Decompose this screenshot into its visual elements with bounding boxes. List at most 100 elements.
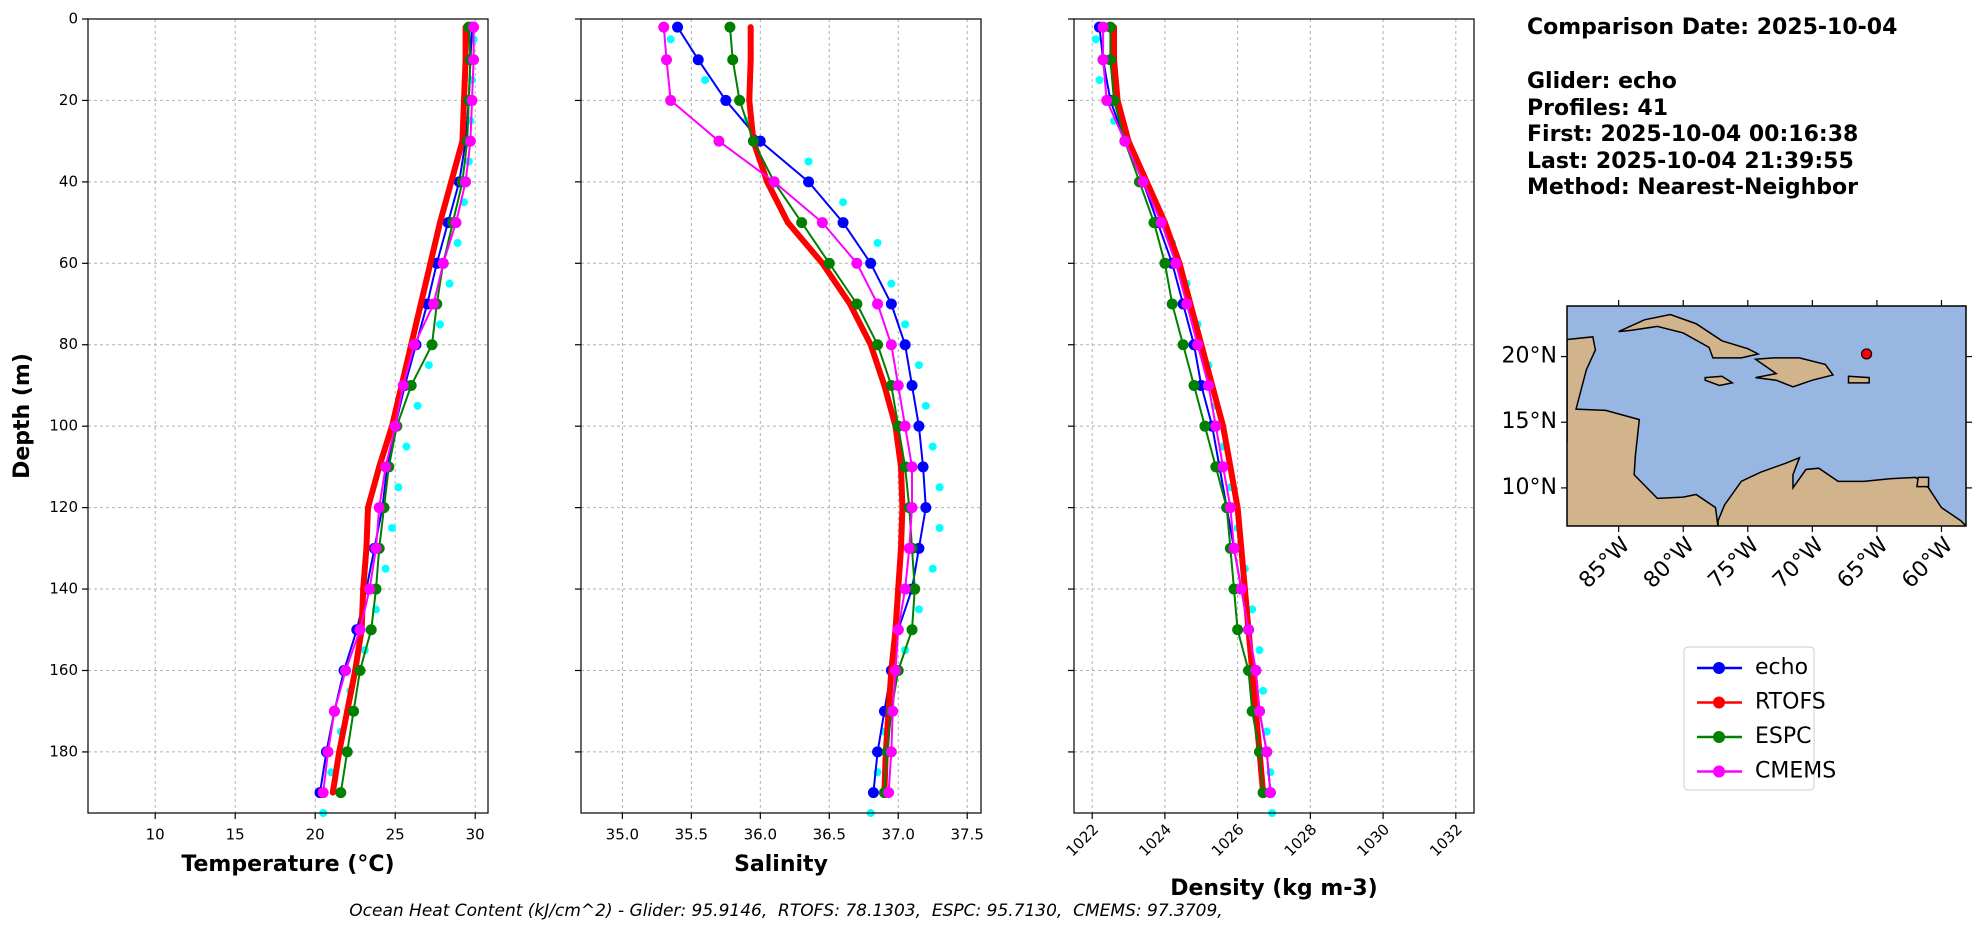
profile-marker	[885, 339, 897, 351]
profile-marker	[883, 787, 895, 799]
profile-marker	[796, 217, 808, 229]
profile-line	[339, 27, 472, 793]
legend-label: RTOFS	[1755, 690, 1826, 715]
profile-marker	[466, 94, 478, 106]
profile-marker	[889, 664, 901, 676]
legend-box	[1683, 646, 1815, 791]
x-tick-label: 75°W	[1704, 533, 1765, 594]
profile-marker	[365, 624, 377, 636]
axes-frame	[580, 18, 982, 814]
profile-marker	[734, 94, 746, 106]
x-tick-label: 60°W	[1897, 533, 1958, 594]
profile-marker	[389, 420, 401, 432]
profile-marker	[747, 24, 754, 31]
profile-marker	[448, 178, 455, 185]
info-line: Method: Nearest-Neighbor	[1527, 175, 1858, 200]
profile-marker	[1101, 94, 1113, 106]
profile-marker	[747, 56, 754, 63]
profile-marker	[851, 298, 863, 310]
profile-marker	[1261, 746, 1273, 758]
map-land	[1567, 315, 1966, 526]
profile-marker	[899, 583, 911, 595]
profile-marker	[899, 504, 906, 511]
profile-marker	[913, 420, 925, 432]
profile-marker	[1243, 624, 1255, 636]
panel: 1022 1024 1026 1028 1030 1032 Density (kg m-3)	[1062, 18, 1475, 901]
profile-point	[1259, 686, 1268, 695]
profile-marker	[837, 217, 849, 229]
profile-marker	[363, 545, 370, 552]
profile-marker	[661, 54, 673, 66]
profile-marker	[819, 260, 826, 267]
profile-marker	[746, 97, 753, 104]
profile-marker	[727, 54, 739, 66]
profile-marker	[341, 746, 353, 758]
profile-marker	[892, 379, 904, 391]
profile-marker	[460, 176, 472, 188]
x-axis-label: Density (kg m-3)	[1170, 876, 1378, 901]
profile-line	[729, 27, 916, 793]
profile-marker	[1234, 504, 1241, 511]
y-axis-label: Depth (m)	[10, 353, 35, 479]
profile-point	[928, 442, 937, 451]
legend-marker	[1713, 731, 1725, 743]
profile-point	[381, 564, 390, 573]
profile-marker	[816, 217, 828, 229]
panel: 35.0 35.5 36.0 36.5 37.0 37.5 Salinity	[575, 18, 984, 877]
profile-marker	[1166, 298, 1178, 310]
profile-marker	[899, 339, 911, 351]
glider-location	[1860, 348, 1873, 360]
profile-marker	[1227, 463, 1234, 470]
map-frame	[1566, 305, 1967, 527]
profile-point	[839, 198, 848, 207]
profile-marker	[665, 94, 677, 106]
profile-marker	[1238, 545, 1245, 552]
profile-point	[453, 238, 462, 247]
profile-marker	[1224, 502, 1236, 514]
profile-marker	[373, 502, 385, 514]
profile-marker	[1210, 420, 1222, 432]
legend-marker	[1713, 696, 1725, 709]
profile-marker	[354, 664, 366, 676]
profile-marker	[1199, 420, 1211, 432]
profile-point	[1262, 727, 1271, 736]
profile-point	[873, 238, 882, 247]
profile-marker	[865, 257, 877, 269]
y-tick-label: 15°N	[1502, 409, 1557, 434]
profile-marker	[784, 219, 791, 226]
profile-point	[413, 401, 422, 410]
profile-marker	[846, 301, 853, 308]
x-tick-label: 10	[146, 826, 165, 844]
profile-line	[662, 27, 913, 793]
profile-marker	[887, 705, 899, 717]
info-block: Comparison Date: 2025-10-04 Glider: echoP…	[1527, 15, 1897, 200]
profile-marker	[365, 504, 371, 511]
profile-marker	[370, 542, 382, 554]
profile-point	[804, 157, 813, 166]
profile-marker	[450, 217, 462, 229]
profile-marker	[895, 586, 902, 593]
profile-marker	[1097, 54, 1109, 66]
profile-marker	[898, 545, 904, 552]
x-tick-label: 35.0	[606, 826, 639, 844]
profile-marker	[747, 135, 759, 147]
profile-point	[701, 76, 710, 85]
x-tick-label: 1026	[1208, 820, 1248, 860]
x-tick-label: 37.5	[951, 826, 984, 844]
profile-point	[445, 279, 454, 288]
y-tick-label: 180	[49, 742, 78, 760]
profile-line	[322, 27, 475, 793]
profile-marker	[427, 260, 434, 267]
y-tick-label: 20	[59, 91, 78, 109]
profile-marker	[437, 219, 443, 226]
y-tick-label: 60	[59, 254, 78, 272]
profile-marker	[906, 379, 918, 391]
profile-marker	[1137, 176, 1149, 188]
y-tick-label: 100	[49, 417, 78, 435]
profile-marker	[906, 502, 918, 514]
profile-line	[329, 27, 469, 794]
x-axis-label: Temperature (°C)	[181, 852, 394, 877]
profile-marker	[899, 420, 911, 432]
profile-line	[1102, 27, 1272, 793]
